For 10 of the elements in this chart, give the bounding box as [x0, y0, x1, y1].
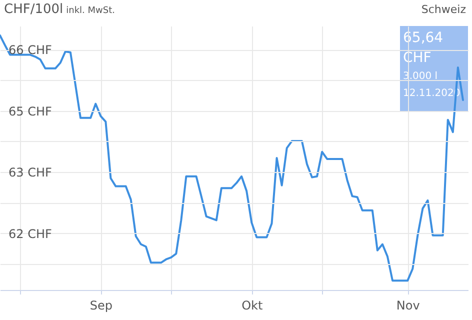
chart-subtitle: inkl. MwSt.: [66, 6, 116, 16]
y-tick-label: 62 CHF: [8, 226, 52, 241]
x-tick-label: Nov: [396, 298, 420, 312]
y-tick-label: 63 CHF: [8, 166, 52, 180]
y-tick-label: 66 CHF: [8, 43, 52, 58]
x-tick-label: Okt: [242, 298, 263, 312]
chart-title: CHF/100l: [4, 2, 64, 17]
text: Schweiz: [421, 3, 466, 16]
y-tick-label: 65 CHF: [8, 104, 52, 118]
x-tick-label: Sep: [90, 298, 112, 312]
